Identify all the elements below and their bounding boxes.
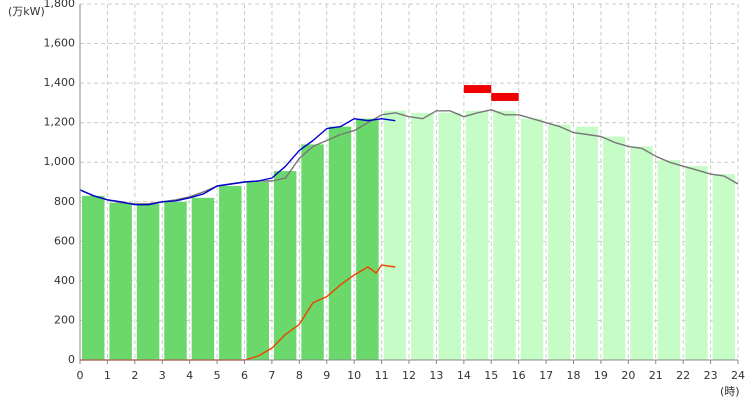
- bar: [520, 118, 544, 360]
- bar: [548, 124, 571, 361]
- x-tick-label: 3: [159, 369, 166, 382]
- x-tick-label: 15: [484, 369, 498, 382]
- line-series: [79, 118, 396, 206]
- x-tick-label: 4: [186, 369, 193, 382]
- x-tick-label: 21: [649, 369, 663, 382]
- bar: [109, 202, 132, 360]
- x-tick-label: 5: [214, 369, 221, 382]
- x-tick-label: 11: [375, 369, 389, 382]
- bar: [301, 144, 324, 360]
- x-tick-label: 0: [77, 369, 84, 382]
- x-tick-label: 23: [704, 369, 718, 382]
- x-tick-label: 10: [347, 369, 361, 382]
- y-tick-label: 600: [54, 234, 75, 247]
- bar: [82, 195, 105, 360]
- line-series: [79, 109, 739, 205]
- x-tick-label: 8: [296, 369, 303, 382]
- bar: [383, 110, 407, 360]
- bar: [246, 182, 269, 360]
- bar: [136, 203, 160, 360]
- peak-marker: [463, 85, 492, 94]
- x-tick-label: 22: [676, 369, 690, 382]
- y-tick-label: 1,800: [44, 0, 76, 10]
- bar: [328, 126, 352, 360]
- x-tick-label: 16: [512, 369, 526, 382]
- y-tick-label: 800: [54, 195, 75, 208]
- y-axis-label: (万kW): [8, 5, 45, 18]
- x-tick-label: 7: [268, 369, 275, 382]
- bar: [411, 112, 434, 361]
- x-tick-label: 19: [594, 369, 608, 382]
- y-tick-label: 200: [54, 313, 75, 326]
- x-tick-label: 18: [567, 369, 581, 382]
- bar: [438, 112, 461, 361]
- bar: [712, 174, 736, 360]
- bar: [465, 110, 489, 360]
- x-axis-label: (時): [720, 385, 740, 398]
- x-tick-label: 6: [241, 369, 248, 382]
- bar: [630, 146, 653, 360]
- bar: [657, 160, 681, 360]
- bar: [191, 197, 215, 360]
- bar: [493, 110, 516, 360]
- bar: [356, 118, 379, 360]
- bar: [575, 126, 598, 360]
- x-tick-label: 20: [621, 369, 635, 382]
- x-tick-label: 9: [323, 369, 330, 382]
- y-tick-label: 1,000: [44, 155, 76, 168]
- x-tick-label: 17: [539, 369, 553, 382]
- x-tick-label: 24: [731, 369, 745, 382]
- bar: [273, 171, 297, 360]
- bar: [685, 166, 708, 360]
- y-tick-label: 1,400: [44, 76, 76, 89]
- x-tick-label: 2: [131, 369, 138, 382]
- bar: [164, 201, 187, 360]
- y-tick-label: 400: [54, 274, 75, 287]
- y-tick-label: 1,600: [44, 37, 76, 50]
- y-tick-label: 1,200: [44, 116, 76, 129]
- y-tick-label: 0: [68, 353, 75, 366]
- bar: [602, 136, 626, 360]
- line-series: [80, 264, 396, 361]
- x-tick-label: 12: [402, 369, 416, 382]
- x-tick-label: 1: [104, 369, 111, 382]
- x-tick-label: 14: [457, 369, 471, 382]
- peak-marker: [491, 92, 519, 101]
- x-tick-label: 13: [429, 369, 443, 382]
- bar: [219, 185, 242, 360]
